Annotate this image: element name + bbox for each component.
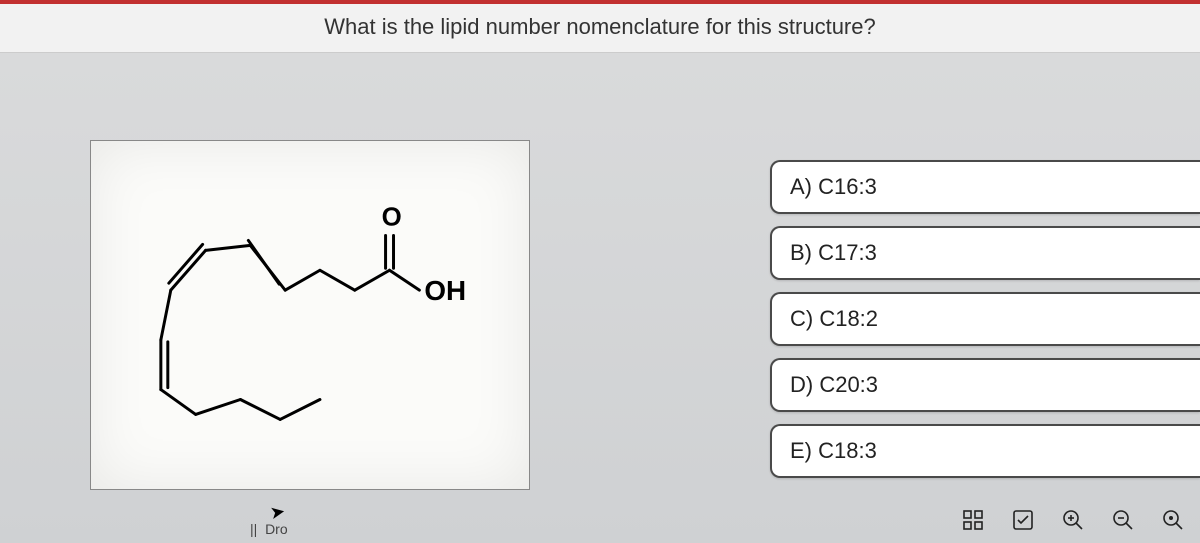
option-e[interactable]: E) C18:3	[770, 424, 1200, 478]
image-toolbar	[958, 505, 1188, 535]
check-icon[interactable]	[1008, 505, 1038, 535]
molecule-svg: O OH	[91, 141, 529, 489]
option-a[interactable]: A) C16:3	[770, 160, 1200, 214]
content-area: O OH ➤ || Dro A) C16:3 B) C17:3 C) C18:2…	[0, 60, 1200, 543]
zoom-reset-icon[interactable]	[1158, 505, 1188, 535]
question-text: What is the lipid number nomenclature fo…	[0, 4, 1200, 53]
zoom-out-icon[interactable]	[1108, 505, 1138, 535]
option-d[interactable]: D) C20:3	[770, 358, 1200, 412]
option-b-label: B) C17:3	[790, 240, 877, 265]
structure-image-panel: O OH	[90, 140, 530, 490]
option-c-label: C) C18:2	[790, 306, 878, 331]
caption-fragment-text: Dro	[265, 521, 288, 537]
oxygen-label: O	[382, 204, 402, 232]
option-e-label: E) C18:3	[790, 438, 877, 463]
option-c[interactable]: C) C18:2	[770, 292, 1200, 346]
option-d-label: D) C20:3	[790, 372, 878, 397]
answer-options: A) C16:3 B) C17:3 C) C18:2 D) C20:3 E) C…	[770, 160, 1200, 478]
grid-icon[interactable]	[958, 505, 988, 535]
caption-fragment: || Dro	[250, 521, 288, 537]
option-b[interactable]: B) C17:3	[770, 226, 1200, 280]
option-a-label: A) C16:3	[790, 174, 877, 199]
hydroxyl-label: OH	[424, 275, 466, 306]
question-label: What is the lipid number nomenclature fo…	[324, 14, 875, 39]
zoom-in-icon[interactable]	[1058, 505, 1088, 535]
